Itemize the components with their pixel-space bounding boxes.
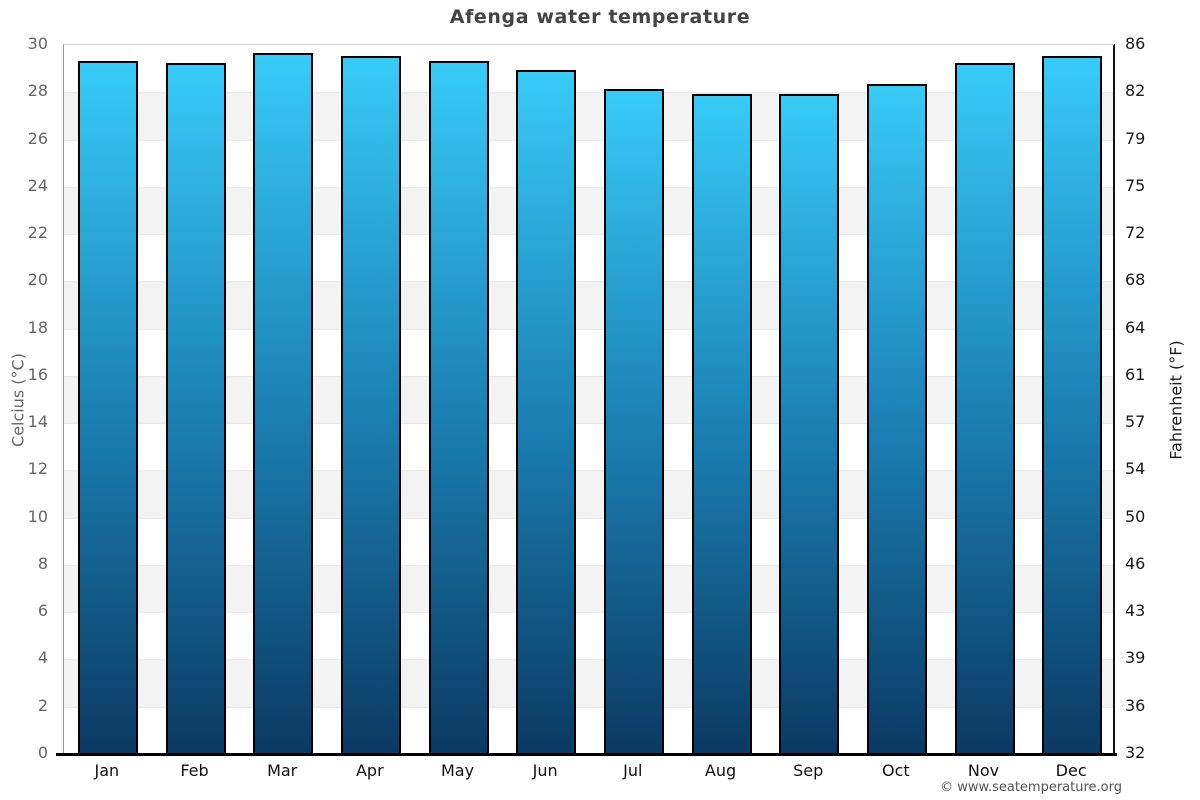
fahrenheit-tick-label: 86 [1125,34,1146,53]
month-label-jun: Jun [532,761,558,780]
fahrenheit-tick-label: 68 [1125,270,1146,290]
bar-feb [165,62,226,753]
month-label-feb: Feb [180,761,209,780]
bar-jun [516,70,577,753]
celsius-tick-label: 4 [37,648,48,668]
celsius-tick-label: 14 [27,412,48,432]
celsius-tick-label: 30 [27,34,48,53]
celsius-tick-label: 20 [27,270,48,290]
bar-dec [1042,55,1103,753]
fahrenheit-tick-labels: 86 82 79 75 72 68 64 61 57 54 50 46 43 39 36 32 [1125,0,1195,800]
grid-band [64,92,1113,140]
bar-may [428,60,489,753]
grid-band [64,423,1113,470]
chart-title: Afenga water temperature [449,6,751,28]
month-label-jan: Jan [94,761,120,780]
bar-sep [779,93,840,753]
fahrenheit-tick-label: 32 [1125,743,1146,762]
month-label-sep: Sep [793,761,824,780]
grid-band [64,281,1113,329]
celsius-tick-label: 6 [37,601,48,621]
grid-band [64,470,1113,518]
fahrenheit-tick-label: 57 [1125,412,1146,432]
grid-band [64,564,1113,613]
celsius-tick-label: 22 [27,223,48,243]
fahrenheit-tick-label: 46 [1125,553,1146,573]
fahrenheit-axis-title: Fahrenheit (°F) [1166,340,1186,460]
plot-area [63,44,1115,753]
bar-jan [77,60,138,753]
bar-mar [253,53,314,753]
fahrenheit-tick-label: 82 [1125,81,1146,101]
bar-apr [340,55,401,753]
grid-band [64,706,1113,754]
celsius-axis-title: Celcius (°C) [8,353,28,447]
fahrenheit-tick-label: 54 [1125,459,1146,479]
grid-band [64,328,1113,376]
month-label-aug: Aug [704,761,737,780]
x-axis-line [56,753,1117,756]
grid-band [64,234,1113,281]
celsius-tick-label: 8 [37,553,48,573]
fahrenheit-tick-label: 64 [1125,317,1146,337]
fahrenheit-tick-label: 36 [1125,695,1146,715]
celsius-tick-label: 0 [37,743,48,762]
copyright-credit: © www.seatemperature.org [940,780,1122,795]
month-label-mar: Mar [267,761,298,780]
bar-jul [603,88,664,753]
celsius-tick-label: 26 [27,128,48,148]
celsius-tick-label: 28 [27,81,48,101]
fahrenheit-tick-label: 39 [1125,648,1146,668]
fahrenheit-tick-label: 75 [1125,175,1146,195]
month-label-apr: Apr [355,761,384,780]
celsius-tick-label: 10 [27,506,48,526]
bar-oct [866,84,927,753]
celsius-tick-label: 2 [37,695,48,715]
fahrenheit-tick-label: 61 [1125,364,1146,384]
celsius-tick-label: 18 [27,317,48,337]
celsius-tick-label: 12 [27,459,48,479]
month-label-jul: Jul [623,761,643,780]
bar-aug [691,93,752,753]
grid-band [64,375,1113,424]
month-label-dec: Dec [1055,761,1087,780]
month-label-may: May [440,761,475,780]
fahrenheit-tick-label: 50 [1125,506,1146,526]
bar-nov [954,62,1015,753]
fahrenheit-tick-label: 79 [1125,128,1146,148]
grid-band [64,517,1113,565]
celsius-tick-labels: 30 28 26 24 22 20 18 16 14 12 10 8 6 4 2 0 [0,0,48,800]
grid-band [64,186,1113,235]
grid-band [64,139,1113,187]
grid-band [64,612,1113,659]
celsius-tick-label: 16 [27,364,48,384]
celsius-tick-label: 24 [27,175,48,195]
fahrenheit-tick-label: 43 [1125,601,1146,621]
month-label-oct: Oct [881,761,910,780]
fahrenheit-tick-label: 72 [1125,223,1146,243]
grid-band [64,659,1113,707]
month-label-nov: Nov [967,761,1000,780]
